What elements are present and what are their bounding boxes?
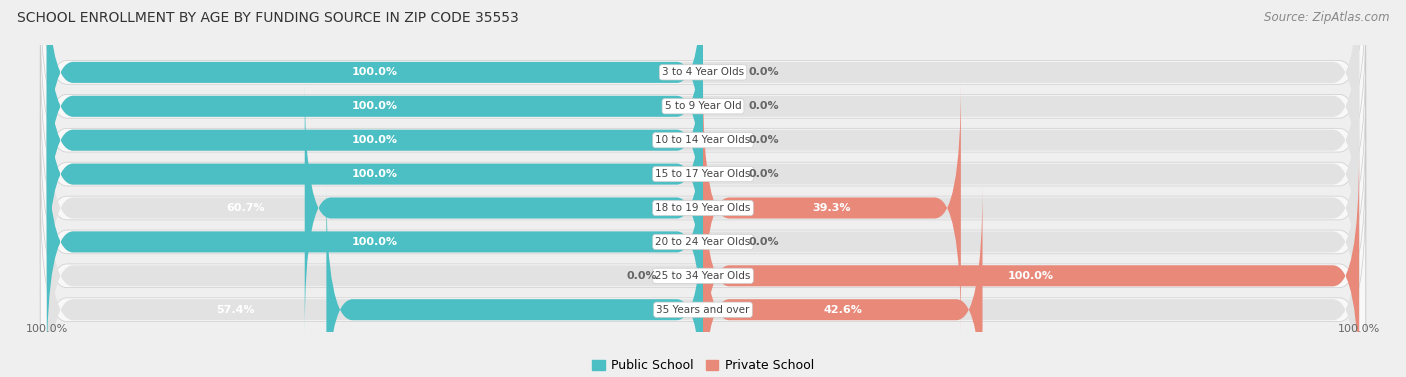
FancyBboxPatch shape [41,186,1365,377]
FancyBboxPatch shape [46,0,703,231]
FancyBboxPatch shape [326,185,703,377]
FancyBboxPatch shape [46,83,1360,333]
FancyBboxPatch shape [46,0,1360,231]
Text: 0.0%: 0.0% [749,237,779,247]
FancyBboxPatch shape [41,152,1365,377]
FancyBboxPatch shape [46,185,1360,377]
FancyBboxPatch shape [46,15,703,265]
FancyBboxPatch shape [41,84,1365,332]
Text: 0.0%: 0.0% [749,169,779,179]
Legend: Public School, Private School: Public School, Private School [588,354,818,377]
Text: 5 to 9 Year Old: 5 to 9 Year Old [665,101,741,111]
Text: 100.0%: 100.0% [25,324,67,334]
Text: Source: ZipAtlas.com: Source: ZipAtlas.com [1264,11,1389,24]
FancyBboxPatch shape [703,83,960,333]
Text: 35 Years and over: 35 Years and over [657,305,749,315]
FancyBboxPatch shape [703,151,1360,377]
Text: 100.0%: 100.0% [352,237,398,247]
FancyBboxPatch shape [46,15,1360,265]
Text: 100.0%: 100.0% [352,67,398,77]
FancyBboxPatch shape [41,0,1365,230]
Text: 18 to 19 Year Olds: 18 to 19 Year Olds [655,203,751,213]
Text: 0.0%: 0.0% [749,135,779,145]
FancyBboxPatch shape [46,0,703,198]
Text: 0.0%: 0.0% [749,67,779,77]
FancyBboxPatch shape [46,49,1360,299]
Text: 20 to 24 Year Olds: 20 to 24 Year Olds [655,237,751,247]
Text: 39.3%: 39.3% [813,203,851,213]
FancyBboxPatch shape [46,49,703,299]
Text: SCHOOL ENROLLMENT BY AGE BY FUNDING SOURCE IN ZIP CODE 35553: SCHOOL ENROLLMENT BY AGE BY FUNDING SOUR… [17,11,519,25]
FancyBboxPatch shape [46,117,703,367]
Text: 15 to 17 Year Olds: 15 to 17 Year Olds [655,169,751,179]
FancyBboxPatch shape [46,0,1360,198]
Text: 3 to 4 Year Olds: 3 to 4 Year Olds [662,67,744,77]
Text: 100.0%: 100.0% [352,135,398,145]
FancyBboxPatch shape [41,0,1365,196]
Text: 42.6%: 42.6% [824,305,862,315]
Text: 100.0%: 100.0% [352,101,398,111]
FancyBboxPatch shape [41,50,1365,298]
Text: 100.0%: 100.0% [1008,271,1054,281]
FancyBboxPatch shape [46,117,1360,367]
FancyBboxPatch shape [703,185,983,377]
FancyBboxPatch shape [41,118,1365,366]
Text: 10 to 14 Year Olds: 10 to 14 Year Olds [655,135,751,145]
FancyBboxPatch shape [41,17,1365,264]
Text: 0.0%: 0.0% [749,101,779,111]
Text: 57.4%: 57.4% [217,305,254,315]
Text: 25 to 34 Year Olds: 25 to 34 Year Olds [655,271,751,281]
Text: 100.0%: 100.0% [352,169,398,179]
Text: 60.7%: 60.7% [226,203,266,213]
FancyBboxPatch shape [46,151,1360,377]
Text: 100.0%: 100.0% [1339,324,1381,334]
Text: 0.0%: 0.0% [627,271,657,281]
FancyBboxPatch shape [305,83,703,333]
